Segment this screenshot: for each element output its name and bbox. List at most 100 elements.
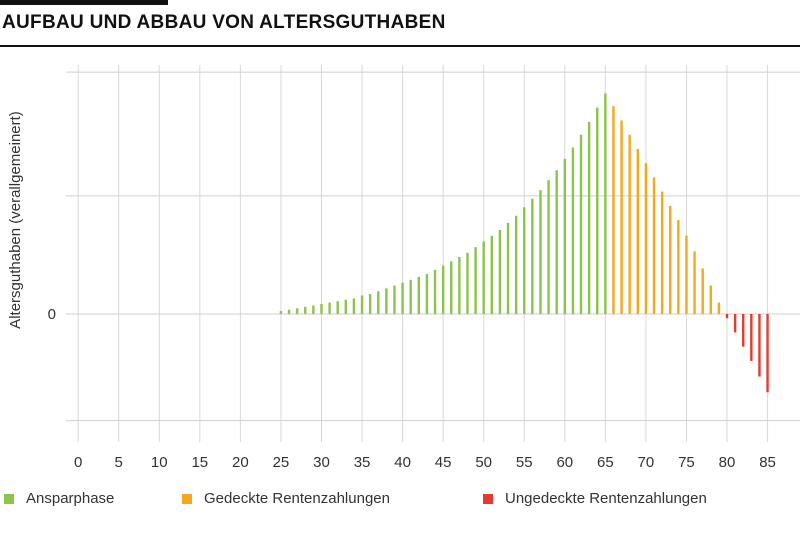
bar <box>466 252 469 314</box>
x-tick-label: 65 <box>597 454 614 471</box>
legend-swatch-green <box>4 493 14 504</box>
bar <box>441 265 445 314</box>
bar <box>725 313 729 319</box>
bar <box>344 299 348 314</box>
bar <box>669 205 672 314</box>
bar <box>523 207 526 314</box>
bar <box>490 235 494 314</box>
bar <box>279 311 283 314</box>
bar <box>474 247 477 314</box>
legend-label: Ansparphase <box>26 490 115 507</box>
x-tick-label: 10 <box>151 454 168 471</box>
legend: Ansparphase Gedeckte Rentenzahlungen Ung… <box>0 490 800 514</box>
x-tick-label: 70 <box>638 454 655 471</box>
bars <box>279 93 769 393</box>
legend-swatch-red <box>483 493 493 504</box>
bar <box>652 177 656 314</box>
bar <box>604 93 607 314</box>
bar <box>644 163 648 314</box>
bar <box>685 235 688 314</box>
x-tick-label: 20 <box>232 454 249 471</box>
bar <box>393 285 396 314</box>
bar <box>750 313 753 361</box>
bar <box>596 107 599 314</box>
bar <box>539 190 542 314</box>
title-accent-bar <box>0 0 168 5</box>
y-axis-label: Altersguthaben (verallgemeinert) <box>7 111 24 329</box>
bar <box>433 269 437 314</box>
x-tick-label: 60 <box>556 454 573 471</box>
x-tick-label: 85 <box>759 454 776 471</box>
bar <box>385 288 388 314</box>
bar <box>368 294 372 314</box>
bar <box>336 301 339 314</box>
bar <box>766 313 769 393</box>
bar <box>628 134 631 314</box>
legend-item-gedeckte: Gedeckte Rentenzahlungen <box>182 490 390 507</box>
bar <box>693 251 696 314</box>
x-tick-label: 45 <box>435 454 452 471</box>
bar <box>587 121 591 314</box>
bar <box>717 302 721 314</box>
bar <box>514 215 518 314</box>
x-tick-labels: 0 5 10 15 20 25 30 35 40 45 50 55 60 65 70 75 80 85 <box>74 454 776 471</box>
bar <box>579 134 583 314</box>
bar <box>295 308 299 314</box>
x-tick-label: 15 <box>191 454 208 471</box>
x-tick-label: 0 <box>74 454 82 471</box>
legend-label: Gedeckte Rentenzahlungen <box>204 490 390 507</box>
bar <box>417 276 421 314</box>
legend-item-ungedeckte: Ungedeckte Rentenzahlungen <box>483 490 707 507</box>
x-tick-label: 35 <box>354 454 371 471</box>
bar <box>620 120 623 314</box>
bar <box>506 222 510 314</box>
chart-plot: 0 5 10 15 20 25 30 35 40 45 50 55 60 65 70 75 80 85 0 Alt… <box>7 65 800 471</box>
legend-swatch-orange <box>182 493 192 504</box>
bar <box>677 220 680 314</box>
bar <box>709 285 712 314</box>
x-tick-label: 50 <box>475 454 492 471</box>
legend-item-ansparphase: Ansparphase <box>4 490 114 507</box>
bar <box>425 274 429 314</box>
horizontal-gridlines <box>66 71 800 422</box>
x-tick-label: 40 <box>394 454 411 471</box>
x-tick-label: 55 <box>516 454 533 471</box>
x-tick-label: 80 <box>719 454 736 471</box>
bar <box>555 170 558 314</box>
x-tick-label: 25 <box>273 454 290 471</box>
legend-label: Ungedeckte Rentenzahlungen <box>505 490 707 507</box>
bar <box>563 158 566 314</box>
chart-title: AUFBAU UND ABBAU VON ALTERSGUTHABEN <box>2 12 446 33</box>
bar <box>450 261 453 314</box>
bar <box>531 198 534 314</box>
bar <box>287 309 291 314</box>
title-underline <box>0 45 800 47</box>
bar <box>701 268 704 314</box>
y-tick-label: 0 <box>48 306 56 323</box>
bar <box>458 257 461 314</box>
bar <box>360 295 364 314</box>
bar <box>409 279 412 314</box>
x-tick-label: 30 <box>313 454 330 471</box>
bar <box>758 313 761 377</box>
bar <box>328 302 331 314</box>
bar <box>660 191 664 314</box>
vertical-gridlines <box>77 65 769 442</box>
bar <box>320 304 323 314</box>
bar <box>401 282 404 314</box>
bar <box>547 180 550 314</box>
bar <box>352 298 356 314</box>
bar <box>733 313 737 333</box>
y-tick-labels: 0 <box>48 306 56 323</box>
x-tick-label: 5 <box>115 454 123 471</box>
bar <box>636 148 639 314</box>
bar <box>312 305 315 314</box>
bar <box>377 291 380 314</box>
bar <box>482 241 485 314</box>
bar <box>571 147 575 314</box>
bar <box>498 230 502 314</box>
x-tick-label: 75 <box>678 454 695 471</box>
bar <box>304 306 307 314</box>
bar <box>742 313 745 347</box>
bar <box>612 106 615 314</box>
